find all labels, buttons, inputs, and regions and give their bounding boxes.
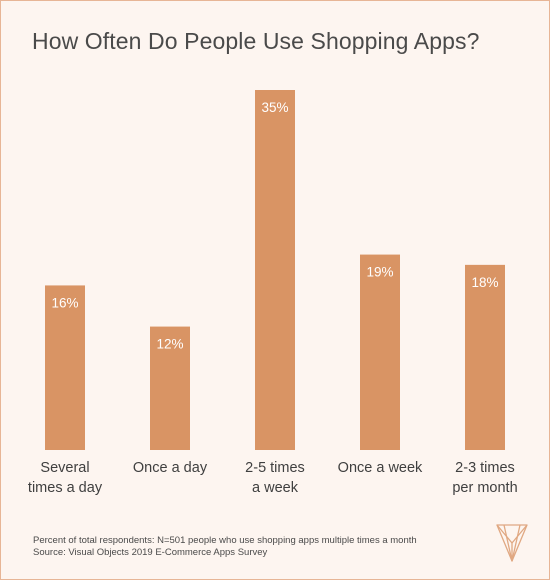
footnote-source: Source: Visual Objects 2019 E-Commerce A… [33,547,268,558]
footnote: Percent of total respondents: N=501 peop… [33,535,417,559]
category-label-3: Once a week [337,460,423,476]
footnote-respondents: Percent of total respondents: N=501 peop… [33,535,417,546]
bar-4 [465,264,505,450]
bar-value-label-3: 19% [366,265,393,280]
category-label-1: Once a day [132,460,208,476]
bar-2 [255,90,295,450]
bar-value-label-0: 16% [51,295,78,310]
bar-1 [150,326,190,450]
bar-0 [45,285,85,450]
category-label-4: 2-3 times per month [452,460,518,496]
chart-title: How Often Do People Use Shopping Apps? [32,28,480,54]
bar-3 [360,254,400,450]
category-label-2: 2-5 times a week [245,460,305,496]
bar-value-label-1: 12% [156,337,183,352]
bar-value-label-4: 18% [471,275,498,290]
visual-objects-logo-icon [496,524,528,562]
bar-value-label-2: 35% [261,100,288,115]
category-label-0: Several times a day [27,460,103,496]
